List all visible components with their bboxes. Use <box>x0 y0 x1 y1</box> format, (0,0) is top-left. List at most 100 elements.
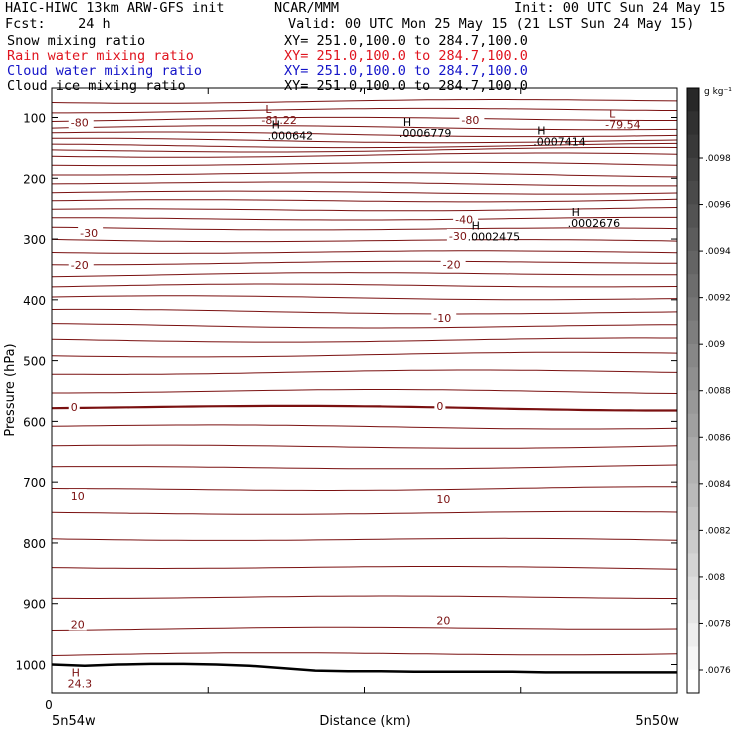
isotherm-line <box>52 537 677 541</box>
terrain-line <box>52 662 677 674</box>
colorbar-label: .0082 <box>705 526 731 536</box>
contour-label: 10 <box>436 493 450 506</box>
extremum-low-marker: L <box>265 103 272 116</box>
isotherm-line <box>52 84 677 87</box>
colorbar-swatch <box>687 250 699 275</box>
init-time: Init: 00 UTC Sun 24 May 15 <box>514 0 726 16</box>
y-tick-label: 200 <box>23 172 46 186</box>
isotherm-line <box>52 216 677 221</box>
colorbar-swatch <box>687 553 699 578</box>
isotherm-line <box>52 146 677 153</box>
field-xy-cloud-water: XY= 251.0,100.0 to 284.7,100.0 <box>284 63 528 79</box>
colorbar-swatch <box>687 320 699 345</box>
colorbar-swatch <box>687 204 699 229</box>
contour-label-bg <box>78 225 104 239</box>
y-tick-label: 400 <box>23 294 46 308</box>
y-tick-label: 1000 <box>15 659 46 673</box>
field-label-cloud-water: Cloud water mixing ratio <box>7 63 203 79</box>
plot-frame <box>51 87 678 694</box>
isotherm-line <box>52 131 677 138</box>
terrain-layer <box>52 662 677 674</box>
x-axis-title: Distance (km) <box>319 714 410 729</box>
colorbar-label: .008 <box>705 573 725 583</box>
colorbar-swatch <box>687 227 699 252</box>
isotherm-line <box>52 161 677 167</box>
extremum-value: .000642 <box>268 129 314 142</box>
contour-label: -40 <box>455 214 473 227</box>
isotherm-line <box>52 152 677 158</box>
colorbar-swatch <box>687 343 699 368</box>
colorbar-swatch <box>687 460 699 485</box>
isotherm-line <box>52 444 677 449</box>
y-tick-label: 100 <box>23 112 46 126</box>
y-axis-title: Pressure (hPa) <box>3 343 18 436</box>
isotherm-line <box>52 652 677 656</box>
isotherm-line <box>52 510 677 515</box>
isotherm-line <box>52 137 677 144</box>
colorbar-label: .0094 <box>705 247 731 257</box>
isotherm-line <box>52 116 677 122</box>
isotherm-line <box>52 308 677 315</box>
contour-label-bg <box>68 115 94 129</box>
contour-label: 20 <box>436 615 450 628</box>
colorbar-swatch <box>687 134 699 159</box>
isotherm-line <box>52 337 677 343</box>
colorbar-label: .0078 <box>705 619 731 629</box>
colorbar: .0098 .0096 .0094 .0092 .009 .0088 .0086 .0084.… <box>686 87 731 694</box>
isotherm-line <box>52 404 677 412</box>
y-tick-label: 300 <box>23 233 46 247</box>
colorbar-swatch <box>687 390 699 415</box>
contour-label: 10 <box>71 490 85 503</box>
contour-label-bg <box>68 489 87 503</box>
colorbar-swatch <box>687 437 699 461</box>
x-axis <box>51 88 678 693</box>
y-tick-label: 600 <box>23 415 46 429</box>
colorbar-swatch <box>687 111 699 136</box>
extremum-high-marker: H <box>403 116 411 129</box>
colorbar-label: .0098 <box>705 154 731 164</box>
y-tick-label: 900 <box>23 598 46 612</box>
isotherm-line <box>52 142 677 149</box>
contour-label-bg <box>453 212 479 226</box>
colorbar-swatch <box>687 483 699 508</box>
contour-label: -20 <box>443 259 461 272</box>
colorbar-swatch <box>687 297 699 322</box>
extremum-value: .0006779 <box>399 127 452 140</box>
extremum-high-marker: H <box>472 219 480 232</box>
colorbar-unit: g kg⁻¹ <box>704 87 732 97</box>
extremum-high-marker: H <box>72 667 80 680</box>
contour-label-bg <box>434 399 446 413</box>
extremum-value: 24.3 <box>68 678 93 691</box>
colorbar-swatch <box>687 530 699 554</box>
colorbar-swatch <box>687 274 699 298</box>
colorbar-swatch <box>687 367 699 391</box>
contour-label: -80 <box>461 114 479 127</box>
x-left-label: 5n54w <box>52 714 96 729</box>
colorbar-label: .0096 <box>705 201 731 211</box>
isotherm-line <box>52 424 677 430</box>
field-xy-snow: XY= 251.0,100.0 to 284.7,100.0 <box>284 33 528 49</box>
colorbar-swatch <box>687 413 699 438</box>
isotherm-line <box>52 125 677 131</box>
colorbar-label: .0088 <box>705 387 731 397</box>
colorbar-swatch <box>687 506 699 531</box>
isotherm-line <box>52 238 677 243</box>
contour-label-bg <box>431 311 457 325</box>
contour-label: -10 <box>433 312 451 325</box>
isotherm-line <box>52 369 677 375</box>
isotherm-line <box>52 226 677 231</box>
colorbar-swatch <box>687 576 699 601</box>
institution-label: NCAR/MMM <box>274 0 340 16</box>
colorbar-label: .0084 <box>705 480 731 490</box>
contour-label-bg <box>434 492 453 506</box>
isotherm-line <box>52 323 677 329</box>
isotherm-contours <box>52 84 677 656</box>
extremum-value: -81.22 <box>261 114 296 127</box>
isotherm-line <box>52 486 677 491</box>
extremum-value: -79.54 <box>605 119 640 132</box>
contour-label: 0 <box>436 400 443 413</box>
model-title: HAIC-HIWC 13km ARW-GFS init <box>5 0 225 16</box>
